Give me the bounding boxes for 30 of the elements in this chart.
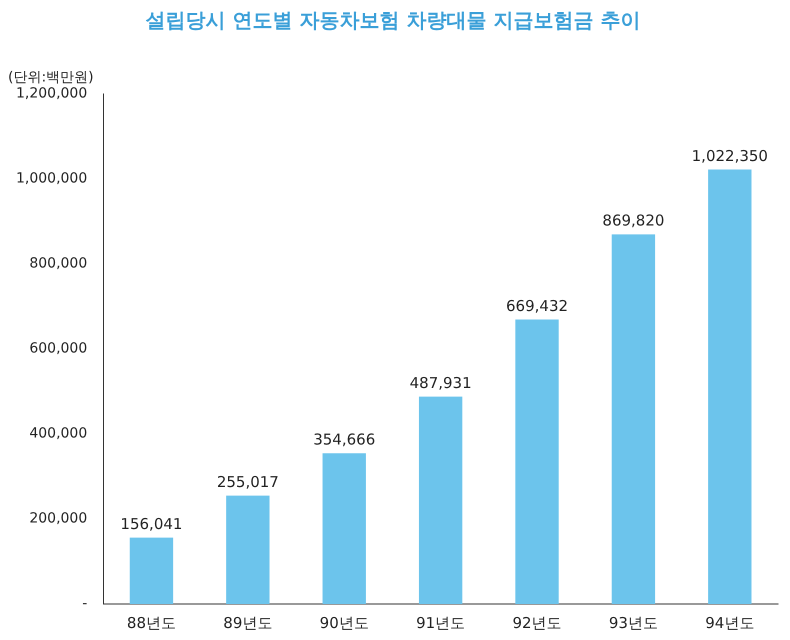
data-label: 255,017 [216,473,279,492]
x-tick-label: 88년도 [126,614,176,632]
y-tick-label: 400,000 [29,426,88,442]
x-tick-label: 91년도 [416,614,466,632]
data-label: 487,931 [410,374,472,392]
bar [612,234,656,604]
y-tick-label: 800,000 [29,256,88,272]
data-label: 156,041 [120,515,182,534]
x-tick-label: 93년도 [608,614,658,632]
x-tick-label: 92년도 [512,614,562,632]
data-label: 669,432 [506,296,568,315]
bar [322,453,366,604]
x-tick-label: 89년도 [223,614,272,632]
bar [418,396,462,604]
data-label: 354,666 [313,430,376,449]
x-tick-label: 94년도 [705,614,754,632]
y-tick-label: - [82,596,88,612]
bar [708,170,752,604]
y-tick-label: 200,000 [29,510,88,527]
data-label: 1,022,350 [692,146,768,165]
y-tick-label: 1,200,000 [16,86,88,102]
bar [226,496,270,604]
y-axis-title: (단위:백만원) [8,70,94,86]
chart-title: 설립당시 연도별 자동차보험 차량대물 지급보험금 추이 [146,8,640,32]
x-tick-label: 90년도 [320,614,369,632]
data-label: 869,820 [602,212,664,230]
bar [130,538,174,604]
bar [515,319,559,604]
y-tick-label: 600,000 [29,340,88,357]
y-tick-label: 1,000,000 [16,170,88,187]
